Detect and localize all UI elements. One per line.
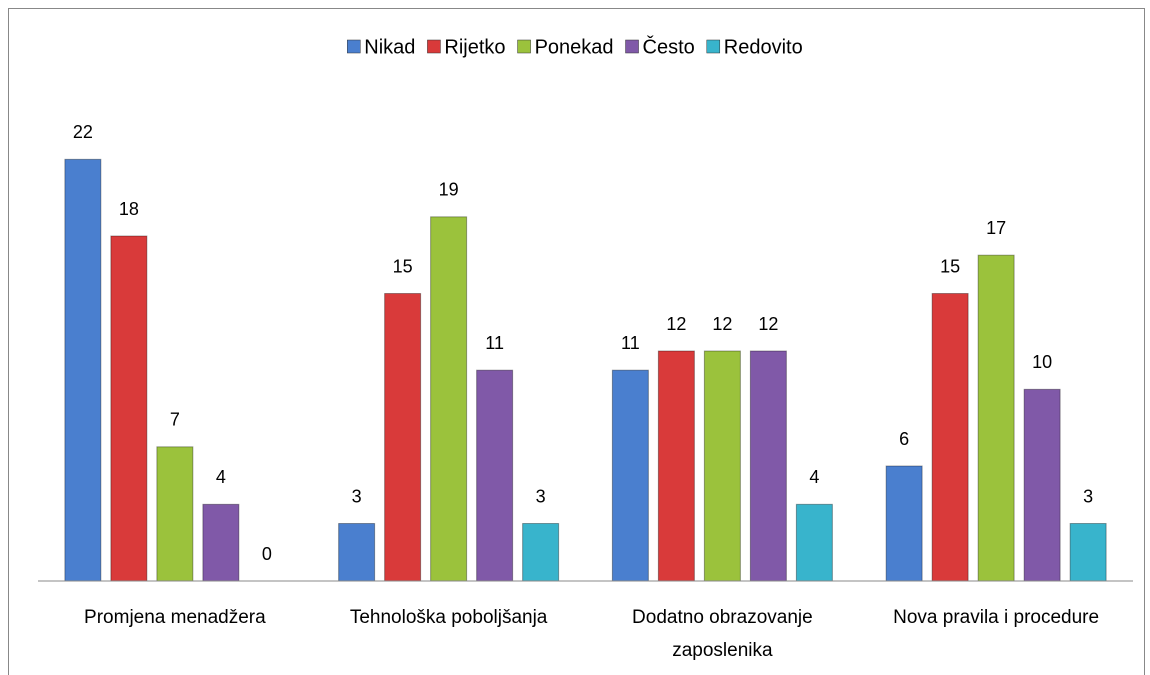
data-label: 7 [170,410,180,430]
bar [430,216,468,582]
bar [110,235,148,582]
legend-label: Često [643,35,695,58]
x-tick-label: Promjena menadžera [84,607,266,628]
data-label: 22 [73,122,93,142]
legend-label: Ponekad [535,36,614,58]
chart-border [8,8,1145,675]
data-label: 10 [1032,352,1052,372]
data-label: 11 [485,333,504,353]
bar [749,350,787,582]
bar [522,523,560,582]
data-label: 6 [899,429,909,449]
bar [885,465,923,582]
bar [657,350,695,582]
bar [476,369,514,582]
legend-swatch [517,39,531,54]
data-label: 12 [712,314,732,334]
bar [795,503,833,582]
data-label: 4 [216,467,226,487]
x-tick-label: Nova pravila i procedure [893,607,1100,628]
bar [338,523,376,582]
legend-label: Nikad [364,36,415,58]
data-label: 3 [352,486,362,506]
x-tick-label: Tehnološka poboljšanja [349,607,548,628]
data-label: 18 [119,199,139,219]
bar [977,254,1015,582]
bar [1069,523,1107,582]
legend-swatch [625,39,639,54]
legend-swatch [427,39,441,54]
data-label: 17 [986,218,1006,238]
bar [611,369,649,582]
bar [1023,388,1061,582]
data-label: 12 [666,314,686,334]
x-tick-label: Dodatno obrazovanje zaposlenika [632,607,813,661]
bar [156,446,194,582]
data-label: 4 [809,467,819,487]
data-label: 0 [262,544,272,564]
bar [202,503,240,582]
data-label: 15 [393,256,413,276]
legend-swatch [706,39,721,54]
data-label: 15 [940,256,960,276]
bar [64,158,102,582]
data-label: 19 [439,180,459,200]
legend-label: Rijetko [444,36,505,58]
data-label: 3 [536,486,546,506]
legend-swatch [347,39,361,54]
bar [384,293,422,582]
bar [931,293,969,582]
data-label: 11 [621,333,640,353]
data-label: 12 [758,314,778,334]
data-label: 3 [1083,486,1093,506]
legend-label: Redovito [724,36,803,58]
bar [703,350,741,582]
